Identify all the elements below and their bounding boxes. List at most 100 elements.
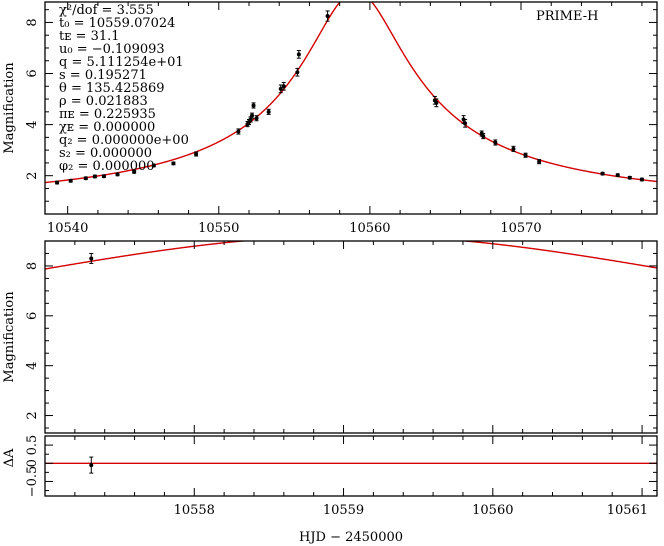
data-point (481, 133, 486, 140)
data-marker (254, 116, 259, 121)
data-point (295, 67, 300, 77)
data-point (639, 177, 644, 182)
x-tick-label: 10550 (198, 221, 239, 236)
data-marker (92, 174, 97, 179)
data-point (600, 171, 605, 176)
data-marker (89, 463, 94, 468)
fit-parameter: χᴇ = 0.000000 (59, 120, 155, 135)
data-marker (481, 134, 486, 139)
fit-parameter: q = 5.111254e+01 (59, 55, 184, 70)
data-point (115, 172, 120, 177)
data-marker (627, 175, 632, 180)
data-marker (278, 86, 283, 91)
middle-panel: 2 4 6 8 Magnification (2, 240, 658, 434)
axes-frame (44, 1, 658, 215)
data-point (132, 169, 137, 174)
data-marker (511, 146, 516, 151)
data-point (89, 456, 94, 474)
x-axis-label: HJD − 2450000 (299, 530, 403, 545)
data-point (278, 84, 283, 94)
fit-parameter: πᴇ = 0.225935 (59, 107, 156, 122)
top-panel: 10540 10550 10560 10570 2 4 6 8 Magnification PRI… (2, 1, 658, 236)
data-marker (615, 173, 620, 178)
y-tick-label: 8 (25, 18, 40, 26)
y-tick-label: 4 (25, 120, 40, 128)
fit-parameter: t₀ = 10559.07024 (59, 16, 175, 31)
x-tick-label: 10560 (349, 221, 390, 236)
data-point (523, 152, 528, 158)
data-marker (296, 52, 301, 57)
data-marker (523, 153, 528, 158)
y-axis-label: Magnification (2, 62, 17, 154)
model-curve (45, 241, 657, 270)
data-point (511, 145, 516, 152)
data-marker (493, 140, 498, 145)
data-point (281, 81, 286, 91)
data-point (615, 173, 620, 178)
data-marker (151, 163, 156, 168)
data-marker (171, 161, 176, 166)
data-marker (83, 176, 88, 181)
data-point (627, 175, 632, 180)
fit-parameter: tᴇ = 31.1 (59, 29, 120, 44)
residual-panel: 10558 10559 10560 10561 −0.50 0.5 ΔA HJD − 2450… (2, 435, 658, 545)
plot-area (45, 241, 657, 270)
data-marker (463, 121, 468, 126)
data-point (83, 176, 88, 181)
data-point (194, 151, 199, 157)
fit-parameter: ρ = 0.021883 (59, 94, 148, 109)
y-tick-label: 6 (25, 312, 40, 320)
data-point (68, 178, 73, 183)
y-tick-label: 8 (25, 262, 40, 270)
data-marker (434, 100, 439, 105)
data-marker (115, 172, 120, 177)
y-tick-label: 4 (25, 362, 40, 370)
data-marker (325, 14, 330, 19)
data-marker (55, 180, 60, 185)
data-point (251, 102, 256, 109)
data-point (296, 50, 301, 59)
fit-parameter: s₂ = 0.000000 (59, 146, 152, 161)
data-marker (537, 159, 542, 164)
fit-parameter: φ₂ = 0.000000 (59, 159, 155, 174)
data-marker (266, 109, 271, 114)
data-point (89, 252, 94, 264)
y-tick-label: 6 (25, 69, 40, 77)
model-curve (45, 2, 657, 184)
data-marker (101, 174, 106, 179)
data-point (266, 108, 271, 115)
data-marker (68, 178, 73, 183)
data-point (92, 174, 97, 179)
data-marker (250, 113, 255, 118)
data-marker (295, 70, 300, 75)
data-marker (600, 171, 605, 176)
y-tick-label: 2 (25, 172, 40, 180)
plot-area (45, 456, 657, 474)
data-marker (251, 103, 256, 108)
y-tick-label: −0.5 (25, 466, 40, 498)
data-point (537, 159, 542, 165)
fit-parameter: q₂ = 0.000000e+00 (59, 133, 189, 148)
axes-frame (44, 435, 658, 497)
data-marker (236, 129, 241, 134)
data-point (171, 161, 176, 166)
axes-frame (44, 240, 658, 434)
plot-area (45, 2, 657, 185)
x-tick-label: 10540 (47, 221, 88, 236)
data-point (325, 10, 330, 22)
x-tick-label: 10560 (472, 503, 513, 518)
x-tick-label: 10559 (323, 503, 364, 518)
x-tick-label: 10561 (607, 503, 648, 518)
x-tick-label: 10570 (500, 221, 541, 236)
data-point (236, 128, 241, 135)
fit-parameter: u₀ = −0.109093 (59, 42, 165, 57)
data-point (463, 118, 468, 128)
y-axis-label: Magnification (2, 291, 17, 383)
data-point (250, 112, 255, 119)
data-marker (89, 256, 94, 261)
data-point (55, 180, 60, 185)
data-marker (281, 84, 286, 89)
data-marker (639, 177, 644, 182)
fit-parameter: s = 0.195271 (59, 68, 147, 83)
